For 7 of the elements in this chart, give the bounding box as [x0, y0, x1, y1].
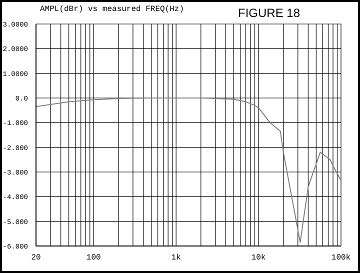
x-tick-label: 1k [171, 254, 182, 263]
caption: FIGURE 18 [238, 6, 300, 20]
x-tick-label: 100 [86, 254, 102, 263]
x-tick-label: 10k [251, 254, 266, 263]
x-tick-label: 100k [331, 254, 351, 263]
chart-title: AMPL(dBr) vs measured FREQ(Hz) [40, 5, 184, 14]
x-tick-label: 20 [31, 254, 41, 263]
